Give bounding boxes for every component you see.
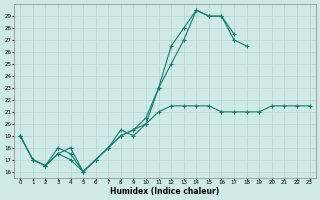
- X-axis label: Humidex (Indice chaleur): Humidex (Indice chaleur): [110, 187, 220, 196]
